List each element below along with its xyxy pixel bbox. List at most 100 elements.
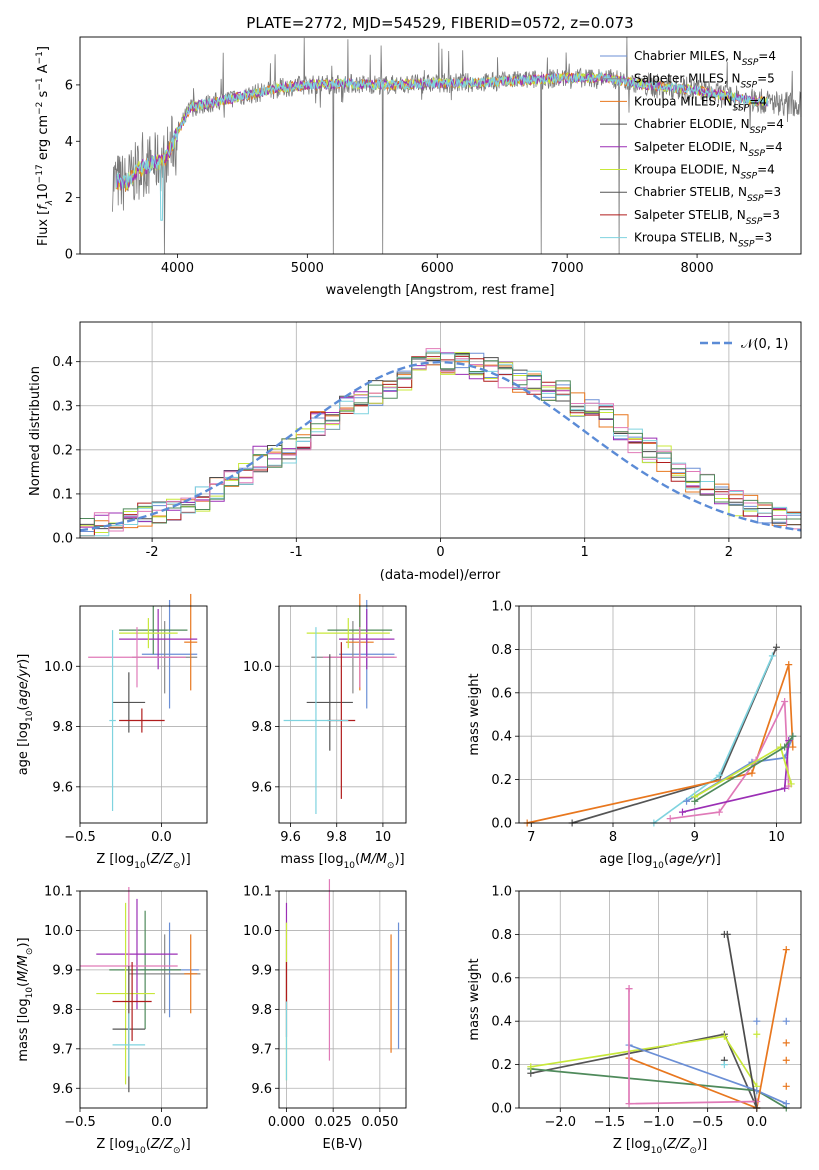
x-axis-label: Z [log10(Z/Z⊙)] (96, 852, 190, 871)
point-marker (785, 661, 793, 669)
legend-label: 𝒩(0, 1) (741, 337, 788, 352)
y-tick-label: 0.0 (491, 1102, 512, 1117)
y-tick-label: 9.9 (251, 963, 272, 978)
point-marker (782, 1056, 790, 1064)
panel-mass-vs-ebv: 0.000 0.025 0.050 9.6 9.7 9.8 9.9 10.0 10.1 E(B-V… (243, 879, 407, 1152)
series-line-krou_stelib (653, 655, 774, 824)
y-tick-label: 0 (65, 248, 73, 263)
x-tick-label: 1 (581, 545, 589, 560)
point-marker (625, 1100, 633, 1108)
y-tick-label: 9.8 (251, 720, 272, 735)
y-tick-label: 4 (65, 135, 73, 150)
y-tick-label: 10.0 (44, 660, 73, 675)
x-tick-label: 0.000 (268, 1115, 305, 1130)
point-marker (678, 808, 686, 816)
y-tick-label: 0.8 (491, 643, 512, 658)
y-tick-label: 0.8 (491, 928, 512, 943)
x-axis-label: age [log10(age/yr)] (599, 852, 721, 871)
y-axis-label: mass weight (467, 673, 482, 755)
y-tick-label: 9.6 (251, 780, 272, 795)
point-marker (782, 946, 790, 954)
y-tick-label: 9.8 (52, 1003, 73, 1018)
x-tick-label: 0.025 (315, 1115, 352, 1130)
panel-spectrum: 4000 5000 6000 7000 8000 0 2 4 6 wavelength [Angs… (35, 36, 802, 298)
panel-residuals: -2 -1 0 1 2 0.0 0.1 0.2 0.3 0.4 𝒩(0, 1) (data-model… (28, 321, 802, 583)
legend-label: Salpeter STELIB, NSSP=3 (634, 208, 780, 227)
y-tick-label: 10.1 (243, 885, 272, 900)
panel-weight-vs-Z: −2.0 −1.5 −1.0 −0.5 0.0 0.0 0.2 0.4 0.6 0.8 1.0 Z [… (467, 885, 802, 1156)
figure-title: PLATE=2772, MJD=54529, FIBERID=0572, z=0… (246, 14, 633, 32)
y-tick-label: 0.4 (52, 355, 73, 370)
y-tick-label: 0.3 (52, 399, 73, 414)
point-marker (625, 985, 633, 993)
point-marker (781, 743, 789, 751)
y-tick-label: 9.6 (251, 1082, 272, 1097)
x-tick-label: 0.0 (151, 830, 172, 845)
spectrum-legend: Chabrier MILES, NSSP=4 Salpeter MILES, NS… (600, 49, 784, 250)
legend-label: Kroupa ELODIE, NSSP=4 (634, 163, 775, 182)
x-tick-label: 8000 (681, 261, 714, 276)
x-axis-label: E(B-V) (322, 1137, 362, 1152)
x-axis-label: Z [log10(Z/Z⊙)] (613, 1137, 707, 1156)
point-marker (782, 1082, 790, 1090)
x-tick-label: 9.6 (280, 830, 301, 845)
x-axis-label: mass [log10(M/M⊙)] (280, 852, 404, 871)
y-tick-label: 0.4 (491, 1015, 512, 1030)
y-tick-label: 0.1 (52, 487, 73, 502)
y-tick-label: 9.9 (52, 963, 73, 978)
point-marker (772, 643, 780, 651)
y-tick-label: 0.0 (491, 817, 512, 832)
point-marker (782, 1039, 790, 1047)
point-marker (789, 732, 797, 740)
plot-frame (518, 605, 802, 824)
point-marker (715, 808, 723, 816)
y-axis-label: Flux [fλ10−17 erg cm−2 s−1 A−1] (35, 46, 55, 246)
y-tick-label: 0.4 (491, 730, 512, 745)
y-tick-label: 10.0 (243, 924, 272, 939)
y-tick-label: 6 (65, 78, 73, 93)
point-marker (782, 1017, 790, 1025)
y-axis-label: Normed distribution (28, 366, 43, 496)
y-tick-label: 0.6 (491, 686, 512, 701)
plot-frame (278, 890, 407, 1109)
x-tick-label: 10 (375, 830, 392, 845)
series-line-pink (628, 988, 757, 1105)
x-tick-label: 8 (609, 830, 617, 845)
panel-mass-vs-Z: −0.5 0.0 9.6 9.7 9.8 9.9 10.0 10.1 Z [log10(Z/Z⊙… (16, 885, 208, 1156)
x-axis-label: (data-model)/error (380, 568, 501, 583)
plot-frame (79, 605, 208, 824)
y-tick-label: 0.2 (491, 773, 512, 788)
legend-label: Salpeter ELODIE, NSSP=4 (634, 140, 783, 159)
y-tick-label: 1.0 (491, 885, 512, 900)
x-tick-label: -1 (290, 545, 303, 560)
point-marker (683, 797, 691, 805)
point-marker (781, 697, 789, 705)
x-tick-label: −0.5 (64, 1115, 96, 1130)
y-tick-label: 9.7 (52, 1042, 73, 1057)
legend-label: Chabrier ELODIE, NSSP=4 (634, 117, 784, 136)
point-marker (768, 652, 776, 660)
y-tick-label: 9.6 (52, 780, 73, 795)
y-axis-label: age [log10(age/yr)] (16, 654, 35, 776)
legend-label: Kroupa MILES, NSSP=4 (634, 94, 767, 113)
y-tick-label: 0.2 (491, 1058, 512, 1073)
point-marker (666, 815, 674, 823)
point-marker (527, 1063, 535, 1071)
point-marker (753, 1017, 761, 1025)
point-marker (720, 1061, 728, 1069)
x-axis-label: Z [log10(Z/Z⊙)] (96, 1137, 190, 1156)
y-tick-label: 0.0 (52, 532, 73, 547)
y-tick-label: 2 (65, 191, 73, 206)
x-tick-label: 0 (436, 545, 444, 560)
point-marker (789, 743, 797, 751)
plot-frame (79, 36, 802, 255)
model-line-salp_elodie (115, 72, 769, 191)
x-tick-label: 7 (527, 830, 535, 845)
x-tick-label: 0.0 (151, 1115, 172, 1130)
legend-label: Salpeter MILES, NSSP=5 (634, 72, 775, 91)
y-tick-label: 9.7 (251, 1042, 272, 1057)
point-marker (748, 769, 756, 777)
plot-frame (518, 890, 802, 1109)
panel-weight-vs-age: 7 8 9 10 0.0 0.2 0.4 0.6 0.8 1.0 age [log10(age/yr… (467, 600, 802, 871)
